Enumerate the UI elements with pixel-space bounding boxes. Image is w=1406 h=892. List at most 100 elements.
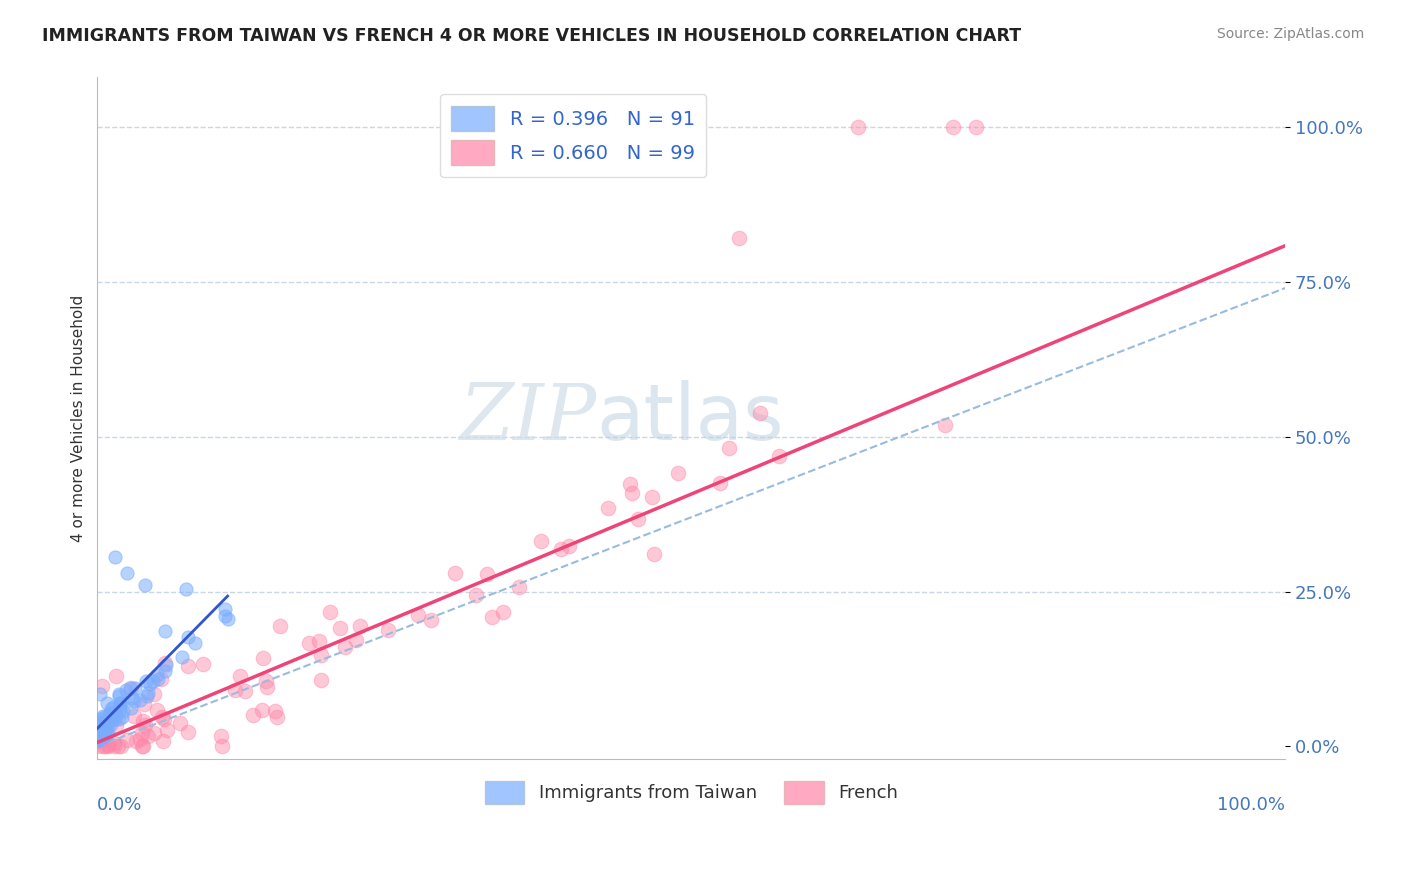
- Point: [93, 710, 115, 724]
- Point: [122, 694, 145, 708]
- Point: [136, 689, 159, 703]
- Point: [846, 120, 869, 134]
- Point: [89, 717, 111, 731]
- Point: [86, 729, 108, 743]
- Point: [718, 441, 741, 455]
- Point: [146, 668, 169, 682]
- Point: [94, 726, 117, 740]
- Point: [91, 723, 114, 737]
- Point: [333, 640, 356, 654]
- Point: [108, 696, 131, 710]
- Point: [621, 486, 644, 500]
- Point: [94, 727, 117, 741]
- Point: [87, 739, 110, 754]
- Point: [101, 706, 124, 721]
- Point: [91, 720, 114, 734]
- Point: [242, 707, 264, 722]
- Point: [465, 589, 488, 603]
- Point: [155, 658, 177, 673]
- Point: [229, 669, 252, 683]
- Point: [377, 623, 399, 637]
- Point: [104, 718, 127, 732]
- Point: [252, 651, 274, 665]
- Point: [508, 580, 530, 594]
- Point: [155, 624, 177, 639]
- Point: [93, 720, 115, 734]
- Point: [87, 719, 110, 733]
- Point: [93, 708, 115, 723]
- Point: [768, 449, 790, 463]
- Point: [153, 712, 176, 726]
- Point: [132, 714, 155, 728]
- Point: [214, 602, 236, 616]
- Point: [233, 683, 256, 698]
- Point: [94, 721, 117, 735]
- Point: [627, 512, 650, 526]
- Point: [125, 734, 148, 748]
- Point: [97, 723, 120, 738]
- Point: [93, 720, 115, 734]
- Point: [619, 477, 641, 491]
- Point: [94, 730, 117, 744]
- Point: [264, 705, 287, 719]
- Point: [90, 731, 112, 745]
- Point: [91, 726, 114, 740]
- Point: [91, 729, 114, 743]
- Text: atlas: atlas: [596, 380, 783, 456]
- Point: [101, 699, 124, 714]
- Point: [128, 731, 150, 746]
- Point: [142, 726, 165, 740]
- Point: [176, 630, 198, 644]
- Point: [86, 719, 108, 733]
- Point: [172, 650, 194, 665]
- Point: [308, 633, 330, 648]
- Point: [174, 582, 197, 597]
- Point: [139, 677, 162, 691]
- Point: [87, 718, 110, 732]
- Point: [153, 656, 176, 670]
- Point: [97, 739, 120, 754]
- Text: 0.0%: 0.0%: [97, 797, 143, 814]
- Point: [142, 673, 165, 688]
- Point: [93, 716, 115, 731]
- Point: [131, 726, 153, 740]
- Point: [89, 731, 111, 745]
- Point: [87, 732, 110, 747]
- Point: [87, 726, 110, 740]
- Point: [117, 733, 139, 747]
- Point: [104, 669, 127, 683]
- Point: [96, 713, 118, 727]
- Point: [104, 708, 127, 723]
- Point: [110, 703, 132, 717]
- Point: [709, 475, 731, 490]
- Text: Source: ZipAtlas.com: Source: ZipAtlas.com: [1216, 27, 1364, 41]
- Point: [100, 713, 122, 727]
- Point: [727, 231, 749, 245]
- Point: [349, 618, 371, 632]
- Point: [98, 710, 121, 724]
- Legend: Immigrants from Taiwan, French: Immigrants from Taiwan, French: [477, 773, 905, 811]
- Point: [108, 712, 131, 726]
- Point: [107, 689, 129, 703]
- Point: [87, 733, 110, 747]
- Point: [153, 664, 176, 678]
- Point: [90, 716, 112, 731]
- Point: [89, 687, 111, 701]
- Point: [492, 605, 515, 619]
- Point: [90, 727, 112, 741]
- Point: [93, 739, 115, 754]
- Point: [93, 723, 115, 738]
- Point: [169, 715, 191, 730]
- Point: [121, 690, 143, 705]
- Point: [217, 612, 239, 626]
- Point: [87, 732, 110, 747]
- Text: ZIP: ZIP: [460, 380, 596, 457]
- Point: [266, 710, 288, 724]
- Point: [143, 687, 166, 701]
- Point: [184, 636, 207, 650]
- Point: [749, 406, 772, 420]
- Point: [214, 609, 236, 624]
- Point: [90, 726, 112, 740]
- Point: [104, 712, 127, 726]
- Point: [530, 534, 553, 549]
